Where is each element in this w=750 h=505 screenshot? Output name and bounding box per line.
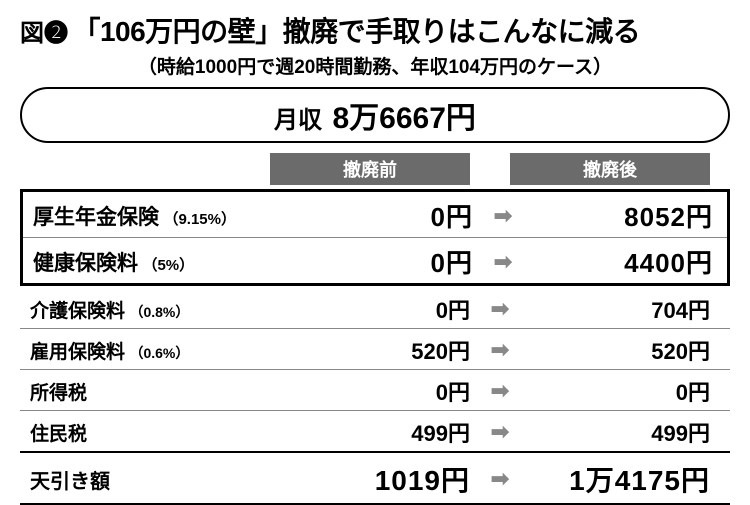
row-after: 4400円 [523,243,723,280]
row-pct: （0.8%） [129,304,189,320]
row-before: 0円 [283,197,483,234]
row-label: 介護保険料 [30,301,125,322]
figure-label: 図❷ [20,20,68,47]
subtotal-row: 天引き額 1019円 ➡ 1万4175円 [20,451,730,505]
col-header-before: 撤廃前 [270,153,470,185]
subtotal-before: 1019円 [250,459,480,499]
row-after: 8052円 [523,197,723,234]
arrow-icon: ➡ [480,337,520,363]
row-label: 所得税 [30,383,87,404]
arrow-icon: ➡ [480,296,520,322]
table-row: 所得税 0円 ➡ 0円 [20,370,730,411]
monthly-income-pill: 月収 8万6667円 [20,87,730,143]
row-after: 0円 [520,375,720,407]
arrow-icon: ➡ [480,378,520,404]
row-after: 499円 [520,416,720,448]
income-value: 8万6667円 [333,102,476,135]
row-label-cell: 介護保険料 （0.8%） [30,296,280,323]
row-label: 雇用保険料 [30,342,125,363]
subtotal-label: 天引き額 [30,465,250,494]
row-after: 520円 [520,334,720,366]
row-after: 704円 [520,293,720,325]
highlighted-rows: 厚生年金保険 （9.15%） 0円 ➡ 8052円 健康保険料 （5%） 0円 … [20,189,730,286]
row-label-cell: 住民税 [30,419,280,446]
arrow-icon: ➡ [480,419,520,445]
table-row: 雇用保険料 （0.6%） 520円 ➡ 520円 [20,329,730,370]
row-before: 0円 [280,293,480,325]
row-before: 0円 [283,243,483,280]
row-label-cell: 所得税 [30,378,280,405]
row-label-cell: 健康保険料 （5%） [33,247,283,277]
table-row: 介護保険料 （0.8%） 0円 ➡ 704円 [20,288,730,329]
row-before: 0円 [280,375,480,407]
col-header-after: 撤廃後 [510,153,710,185]
row-label-cell: 雇用保険料 （0.6%） [30,337,280,364]
row-before: 520円 [280,334,480,366]
arrow-icon: ➡ [483,249,523,275]
table-row: 住民税 499円 ➡ 499円 [20,411,730,452]
row-label: 住民税 [30,424,87,445]
table-row: 健康保険料 （5%） 0円 ➡ 4400円 [23,238,727,283]
income-label: 月収 [274,107,322,134]
row-before: 499円 [280,416,480,448]
row-label-cell: 厚生年金保険 （9.15%） [33,201,283,231]
title: 「106万円の壁」撤廃で手取りはこんなに減る [72,16,640,47]
arrow-icon: ➡ [480,466,520,492]
arrow-icon: ➡ [483,203,523,229]
subtitle: （時給1000円で週20時間勤務、年収104万円のケース） [20,52,730,79]
row-label: 健康保険料 [33,252,138,275]
row-pct: （9.15%） [163,211,236,228]
header: 図❷ 「106万円の壁」撤廃で手取りはこんなに減る [20,10,730,50]
row-pct: （5%） [142,257,194,274]
table-row: 厚生年金保険 （9.15%） 0円 ➡ 8052円 [23,192,727,238]
row-pct: （0.6%） [129,345,189,361]
subtotal-after: 1万4175円 [520,459,720,499]
deduction-table: 撤廃前 撤廃後 厚生年金保険 （9.15%） 0円 ➡ 8052円 健康保険料 … [20,153,730,505]
row-label: 厚生年金保険 [33,206,159,229]
table-header-row: 撤廃前 撤廃後 [20,153,730,185]
